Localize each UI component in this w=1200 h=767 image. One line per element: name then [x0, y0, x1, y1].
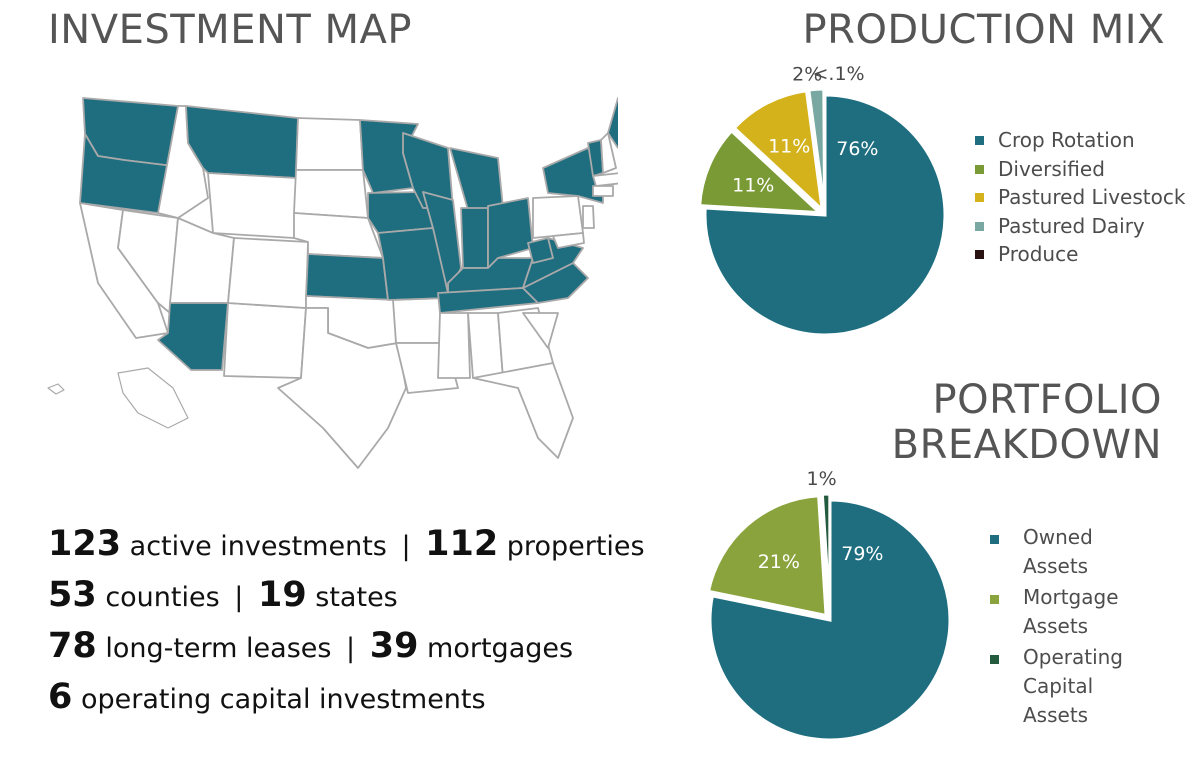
legend-swatch: [990, 595, 999, 604]
legend-label: Diversified: [998, 156, 1105, 181]
separator: |: [346, 633, 356, 664]
state-az: [157, 302, 229, 371]
pie-slice: [703, 93, 947, 337]
properties-count: 112: [425, 524, 499, 564]
states-count: 19: [257, 575, 307, 615]
state-nd: [295, 117, 364, 171]
legend-label: Pastured Dairy: [998, 213, 1145, 238]
state-wi: [402, 132, 454, 209]
state-sc: [522, 312, 559, 349]
state-fl: [472, 362, 574, 459]
legend-item: Diversified: [975, 157, 1185, 186]
state-co: [227, 237, 309, 309]
legend-label: Owned Assets: [1023, 525, 1093, 578]
legend-item: Pastured Dairy: [975, 214, 1185, 243]
pie-slice: [706, 494, 828, 618]
legend-item: Owned Assets: [990, 523, 1160, 581]
legend-label: Mortgage Assets: [1023, 585, 1119, 638]
state-nm: [223, 302, 307, 379]
state-ak: [117, 367, 189, 429]
legend-item: Pastured Livestock: [975, 185, 1185, 214]
state-ks: [305, 253, 389, 301]
state-wy: [207, 172, 297, 239]
stat-line: 53 counties | 19 states: [48, 571, 645, 622]
legend-swatch: [975, 221, 984, 231]
state-nj: [582, 205, 595, 229]
separator: |: [401, 531, 411, 562]
pie-slice: [820, 492, 832, 615]
slice-label: 79%: [841, 543, 883, 565]
slice-label: <.1%: [812, 63, 864, 85]
state-hi: [47, 383, 65, 395]
operating-capital-count: 6: [48, 677, 73, 717]
state-sd: [293, 169, 369, 219]
leases-count: 78: [48, 626, 97, 666]
legend-label: Operating Capital Assets: [1023, 645, 1123, 727]
map-title: INVESTMENT MAP: [48, 7, 413, 53]
legend-swatch: [975, 164, 984, 174]
legend-label: Crop Rotation: [998, 128, 1135, 152]
active-investments-count: 123: [48, 524, 122, 564]
stat-label: states: [315, 582, 398, 613]
pie-slice: [698, 128, 824, 215]
state-ct: [592, 185, 614, 197]
us-investment-map: [47, 97, 618, 469]
state-md: [552, 232, 585, 249]
pie-slice: [708, 498, 952, 742]
production-mix-title: PRODUCTION MIX: [802, 7, 1165, 53]
slice-label: 11%: [768, 136, 810, 158]
state-nh: [600, 132, 617, 174]
slice-label: 21%: [758, 551, 800, 573]
pie-slice: [822, 87, 827, 210]
separator: |: [234, 582, 244, 613]
stats-block: 123 active investments | 112 properties …: [48, 520, 645, 724]
legend-swatch: [975, 193, 984, 202]
pie-slice: [732, 89, 825, 214]
state-oh: [487, 197, 534, 269]
legend-label: Produce: [998, 242, 1079, 266]
state-wv: [527, 237, 554, 264]
stat-line: 78 long-term leases | 39 mortgages: [48, 622, 645, 673]
portfolio-breakdown-title: PORTFOLIO BREAKDOWN: [891, 377, 1162, 468]
stat-label: mortgages: [427, 633, 574, 664]
stat-label: operating capital investments: [80, 684, 486, 715]
state-ma: [592, 172, 618, 187]
production-mix-legend: Crop Rotation Diversified Pastured Livesto…: [975, 128, 1185, 271]
state-ms: [437, 312, 471, 379]
state-in: [460, 207, 489, 269]
slice-label: 76%: [836, 138, 878, 160]
stat-label: active investments: [129, 531, 387, 562]
legend-item: Operating Capital Assets: [990, 643, 1160, 730]
legend-item: Mortgage Assets: [990, 583, 1160, 641]
legend-swatch: [990, 655, 999, 664]
portfolio-breakdown-pie-chart: 79% 21% 1%: [706, 468, 952, 742]
state-me: [607, 97, 618, 149]
legend-swatch: [990, 535, 999, 544]
slice-label: 2%: [792, 63, 822, 85]
mortgages-count: 39: [369, 626, 419, 666]
legend-label: Pastured Livestock: [998, 185, 1186, 209]
state-mt: [185, 105, 299, 179]
legend-item: Crop Rotation: [975, 128, 1185, 157]
stat-label: counties: [105, 582, 220, 613]
state-pa: [532, 195, 584, 239]
state-nv: [117, 209, 179, 314]
legend-item: Produce: [975, 242, 1185, 271]
stat-label: long-term leases: [105, 633, 332, 664]
counties-count: 53: [48, 575, 97, 615]
state-al: [467, 312, 504, 379]
stat-line: 6 operating capital investments: [48, 673, 645, 724]
slice-label: 11%: [732, 174, 774, 196]
slice-label: 1%: [807, 468, 837, 490]
stat-label: properties: [506, 531, 645, 562]
production-mix-pie-chart: 76% 11% 11% 2%<.1%: [698, 63, 947, 337]
legend-swatch: [975, 250, 984, 259]
legend-swatch: [975, 136, 984, 145]
stat-line: 123 active investments | 112 properties: [48, 520, 645, 571]
state-mi: [449, 147, 504, 211]
portfolio-breakdown-legend: Owned Assets Mortgage Assets Operating Capita…: [990, 523, 1160, 732]
